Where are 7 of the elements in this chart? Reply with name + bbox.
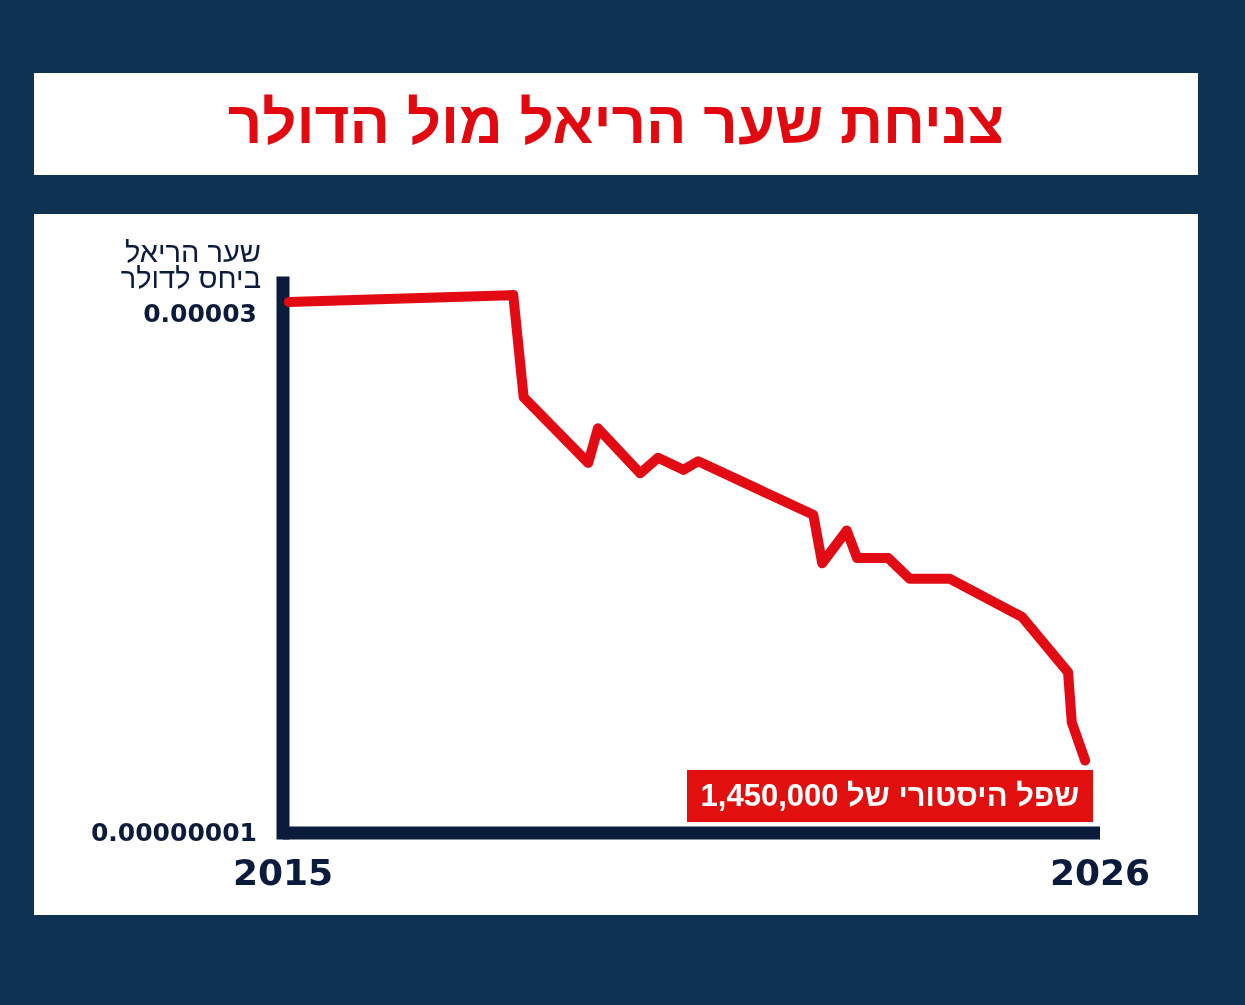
y-tick-label: 0.00003 xyxy=(143,299,257,330)
annotation: שפל היסטורי של 1,450,000 xyxy=(686,769,1094,822)
title: צניחת שער הריאל מול הדולר xyxy=(226,88,1006,158)
x-tick-label: 2026 xyxy=(1048,853,1152,893)
y-tick-label: 0.00000001 xyxy=(90,818,257,848)
y-axis-title: שער הריאל ביחס לדולר xyxy=(119,239,261,291)
x-tick-label: 2015 xyxy=(231,853,335,893)
